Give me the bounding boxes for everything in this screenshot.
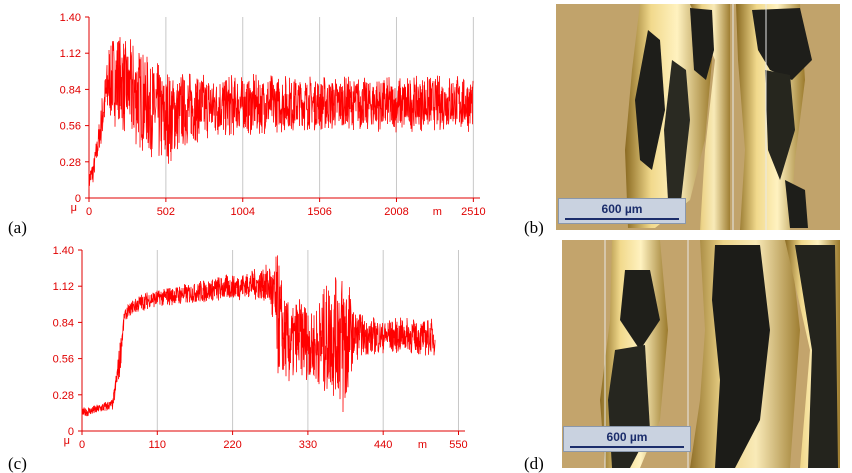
x-axis-label: m — [418, 439, 427, 451]
panel-label-a: (a) — [8, 218, 27, 237]
x-tick-label: 2510 — [461, 206, 485, 218]
friction-chart-c: 0 0.28 0.56 0.84 1.12 1.40 0 110 220 330 440 550 μ m — [53, 245, 468, 451]
x-tick-label: 330 — [299, 439, 317, 451]
y-tick-label: 0.84 — [60, 84, 81, 96]
y-tick-label: 1.40 — [60, 12, 81, 24]
friction-series-line — [88, 37, 474, 190]
scale-label-b: 600 µm — [601, 202, 643, 216]
y-tick-label: 0.28 — [53, 390, 74, 402]
y-tick-label: 1.40 — [53, 245, 74, 257]
scale-bar-b: 600 µm — [558, 198, 686, 224]
scale-bar-d: 600 µm — [563, 426, 691, 452]
x-tick-label: 2008 — [384, 206, 408, 218]
panel-label-c: (c) — [8, 454, 27, 473]
y-tick-label: 0.56 — [60, 121, 81, 133]
scale-line-d — [570, 446, 684, 448]
scale-line-b — [565, 218, 679, 220]
panel-label-d: (d) — [524, 454, 544, 473]
y-axis-label: μ — [64, 435, 70, 447]
y-tick-label: 0 — [75, 193, 81, 205]
x-tick-label: 550 — [449, 439, 467, 451]
scale-label-d: 600 µm — [606, 430, 648, 444]
x-tick-label: 110 — [149, 439, 167, 451]
x-tick-label: 0 — [79, 439, 85, 451]
y-tick-label: 0.28 — [60, 157, 81, 169]
friction-chart-a: 0 0.28 0.56 0.84 1.12 1.40 0 502 1004 1506 2008 251… — [60, 12, 486, 218]
x-tick-label: 220 — [223, 439, 241, 451]
y-axis-label: μ — [71, 202, 77, 214]
panel-label-b: (b) — [524, 218, 544, 237]
y-tick-label: 1.12 — [53, 281, 74, 293]
x-tick-label: 1506 — [307, 206, 331, 218]
friction-series-line — [81, 255, 436, 417]
x-tick-label: 440 — [374, 439, 392, 451]
y-tick-label: 0 — [68, 426, 74, 438]
x-tick-label: 1004 — [230, 206, 254, 218]
micrograph-b — [556, 4, 840, 230]
x-axis-label: m — [433, 206, 442, 218]
y-tick-label: 0.56 — [53, 354, 74, 366]
x-tick-label: 502 — [157, 206, 175, 218]
y-tick-label: 1.12 — [60, 48, 81, 60]
y-tick-label: 0.84 — [53, 317, 74, 329]
x-tick-label: 0 — [86, 206, 92, 218]
